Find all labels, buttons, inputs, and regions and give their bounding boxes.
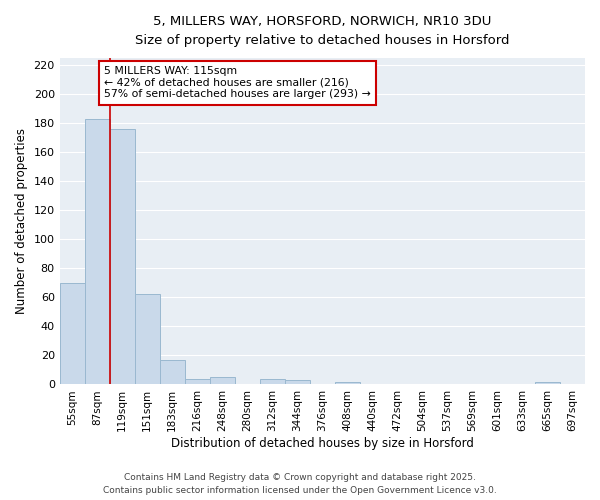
- Bar: [185, 378, 210, 384]
- Bar: [160, 360, 185, 384]
- Bar: [135, 294, 160, 384]
- Bar: [285, 380, 310, 384]
- Text: 5 MILLERS WAY: 115sqm
← 42% of detached houses are smaller (216)
57% of semi-det: 5 MILLERS WAY: 115sqm ← 42% of detached …: [104, 66, 371, 100]
- Bar: [110, 129, 135, 384]
- Bar: [535, 382, 560, 384]
- Title: 5, MILLERS WAY, HORSFORD, NORWICH, NR10 3DU
Size of property relative to detache: 5, MILLERS WAY, HORSFORD, NORWICH, NR10 …: [135, 15, 509, 47]
- Bar: [85, 119, 110, 384]
- Bar: [260, 378, 285, 384]
- Bar: [210, 377, 235, 384]
- Text: Contains HM Land Registry data © Crown copyright and database right 2025.
Contai: Contains HM Land Registry data © Crown c…: [103, 474, 497, 495]
- X-axis label: Distribution of detached houses by size in Horsford: Distribution of detached houses by size …: [171, 437, 474, 450]
- Bar: [59, 283, 85, 384]
- Bar: [335, 382, 360, 384]
- Y-axis label: Number of detached properties: Number of detached properties: [15, 128, 28, 314]
